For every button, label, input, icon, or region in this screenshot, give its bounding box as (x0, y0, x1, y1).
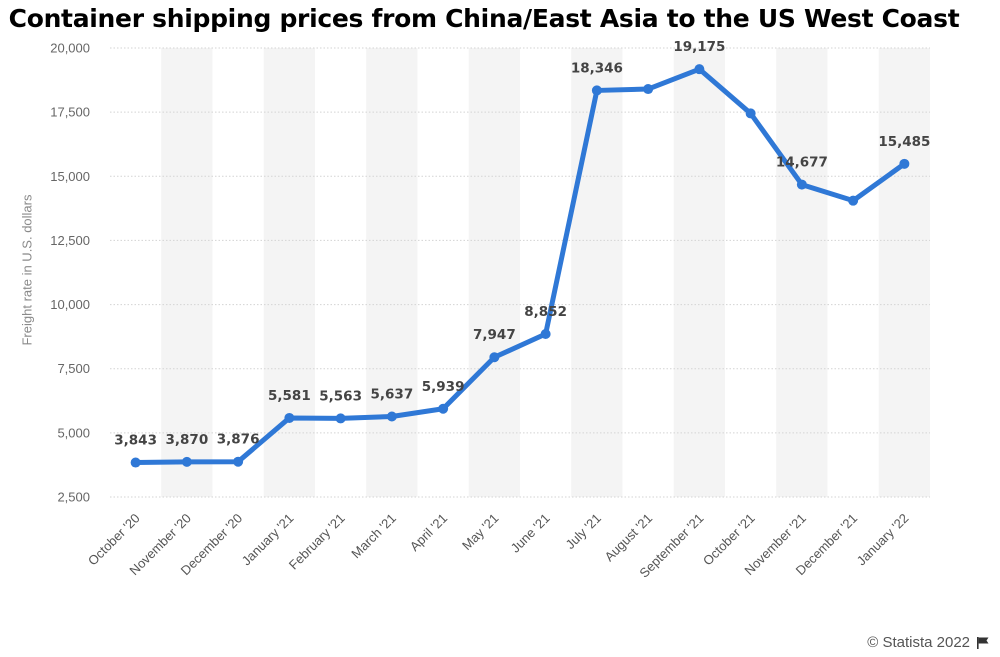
y-tick-label: 15,000 (50, 169, 90, 184)
series-line-group (133, 66, 907, 466)
data-label: 5,939 (422, 379, 465, 395)
data-point[interactable] (181, 456, 192, 467)
data-point[interactable] (694, 64, 705, 75)
y-axis-ticks: 2,500 5,000 7,500 10,000 12,500 15,000 17,500 2… (50, 41, 90, 505)
data-label: 18,346 (571, 60, 623, 76)
data-point[interactable] (489, 352, 500, 363)
data-point[interactable] (438, 403, 449, 414)
column-band (878, 48, 930, 497)
data-point[interactable] (591, 85, 602, 96)
data-labels: 3,843 3,870 3,876 5,581 5,563 5,637 5,939 7,947… (114, 39, 930, 448)
x-tick-label: April '21 (407, 511, 451, 555)
chart-title: Container shipping prices from China/Eas… (8, 4, 960, 33)
data-label: 3,870 (166, 432, 209, 448)
x-tick-label: June '21 (508, 511, 553, 556)
column-band (571, 48, 623, 497)
gridlines (110, 47, 930, 498)
y-tick-label: 17,500 (50, 105, 90, 120)
data-label: 5,581 (268, 388, 311, 404)
data-label: 5,637 (371, 387, 414, 403)
credit-text: © Statista 2022 (867, 634, 970, 651)
column-band (263, 48, 315, 497)
data-point[interactable] (745, 108, 756, 119)
flag-icon[interactable] (976, 636, 990, 650)
data-point[interactable] (335, 413, 346, 424)
x-tick-label: March '21 (348, 511, 399, 562)
data-point[interactable] (386, 411, 397, 422)
data-point[interactable] (284, 412, 295, 423)
data-label: 5,563 (319, 388, 362, 404)
column-bands (161, 48, 930, 497)
data-label: 14,677 (776, 155, 828, 171)
y-tick-label: 5,000 (57, 425, 90, 440)
data-point[interactable] (796, 179, 807, 190)
x-tick-label: August '21 (601, 511, 655, 565)
column-band (366, 48, 418, 497)
column-band (161, 48, 213, 497)
y-tick-label: 12,500 (50, 233, 90, 248)
data-label: 15,485 (878, 134, 930, 150)
source-credit[interactable]: © Statista 2022 (867, 634, 990, 651)
data-label: 19,175 (673, 39, 725, 55)
series-line (133, 66, 907, 466)
data-points (130, 64, 910, 468)
data-point[interactable] (643, 84, 654, 95)
x-tick-label: January '22 (854, 511, 912, 569)
y-tick-label: 10,000 (50, 297, 90, 312)
x-tick-label: July '21 (563, 511, 604, 552)
x-tick-label: May '21 (459, 511, 502, 554)
column-band (673, 48, 725, 497)
column-band (776, 48, 828, 497)
data-point[interactable] (848, 195, 859, 206)
y-tick-label: 2,500 (57, 490, 90, 505)
data-point[interactable] (899, 158, 910, 169)
y-tick-label: 7,500 (57, 361, 90, 376)
data-point[interactable] (540, 329, 551, 340)
y-tick-label: 20,000 (50, 41, 90, 56)
data-label: 7,947 (473, 327, 516, 343)
data-point[interactable] (130, 457, 141, 468)
data-label: 3,876 (217, 432, 260, 448)
data-label: 8,852 (524, 304, 567, 320)
data-point[interactable] (233, 456, 244, 467)
column-band (468, 48, 520, 497)
data-label: 3,843 (114, 433, 157, 449)
